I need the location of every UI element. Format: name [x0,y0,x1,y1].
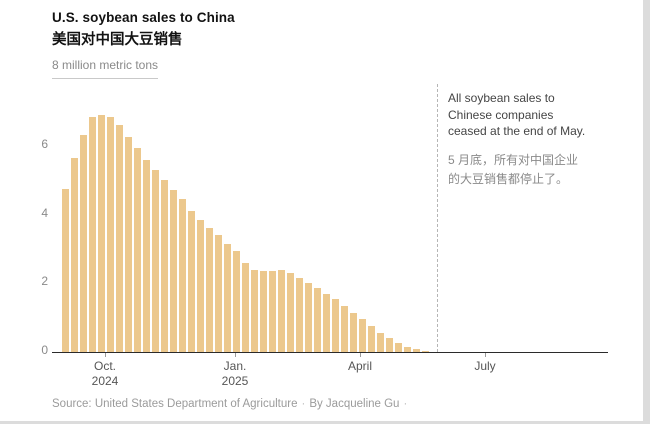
y-axis: 0 2 4 6 [0,0,52,424]
annotation-en-line: Chinese companies [448,107,554,122]
annotation-en: All soybean sales to Chinese companies c… [448,90,618,140]
bar [296,278,303,352]
y-tick-label: 2 [41,274,48,289]
annotation-zh-line: 5 月底，所有对中国企业 [448,152,579,167]
bar [368,326,375,352]
bar [62,188,69,352]
bar [170,190,177,352]
x-tick [485,353,486,357]
bar [332,298,339,352]
bar [323,293,330,352]
x-tick [105,353,106,357]
bar [260,271,267,352]
bar [188,211,195,352]
x-axis-baseline [52,352,608,353]
bar [413,349,420,352]
bar [242,262,249,352]
bar [359,319,366,352]
bar [143,159,150,352]
x-tick [235,353,236,357]
bar [215,235,222,352]
separator-dot: · [403,398,408,410]
y-tick-label: 4 [41,205,48,220]
bar [89,116,96,352]
bar [161,180,168,352]
annotation: All soybean sales to Chinese companies c… [448,90,618,189]
x-axis: Oct. 2024 Jan. 2025 April July [0,352,650,397]
bar [269,271,276,352]
bar [404,346,411,352]
source-line: Source: United States Department of Agri… [52,398,411,410]
bar [197,219,204,352]
source-text: Source: United States Department of Agri… [52,398,298,410]
bar [422,351,429,352]
bar [341,305,348,352]
bar [233,250,240,352]
separator-dot: · [301,398,306,410]
annotation-en-line: ceased at the end of May. [448,124,586,138]
bar [305,283,312,352]
byline: By Jacqueline Gu [309,398,400,410]
bar [116,125,123,352]
bar [107,116,114,352]
annotation-zh: 5 月底，所有对中国企业 的大豆销售都停止了。 [448,151,618,189]
annotation-en-line: All soybean sales to [448,91,555,105]
bar [350,312,357,352]
bar [71,157,78,352]
y-tick-label: 6 [41,136,48,151]
bar [80,135,87,352]
y-axis-unit-label: 8 million metric tons [52,58,159,79]
bar [386,338,393,352]
chart-title-zh: 美国对中国大豆销售 [52,32,183,48]
bar [314,288,321,352]
bar [98,114,105,352]
plot-area [52,77,608,352]
x-tick-label: Oct. 2024 [91,359,119,388]
bar [179,199,186,352]
bar [278,269,285,352]
bar [377,333,384,352]
bar [134,147,141,352]
bar [251,269,258,352]
annotation-zh-line: 的大豆销售都停止了。 [448,171,569,186]
chart-title-en: U.S. soybean sales to China [52,10,235,25]
event-dashed-line [437,84,438,352]
bar [152,169,159,352]
x-tick-label: July [474,359,496,373]
bar [206,228,213,352]
bar [287,272,294,352]
x-tick [360,353,361,357]
x-tick-label: Jan. 2025 [221,359,249,388]
bar [125,137,132,352]
bar [395,343,402,352]
bar [224,243,231,352]
x-tick-label: April [347,359,372,373]
y-tick-label: 0 [41,343,48,357]
